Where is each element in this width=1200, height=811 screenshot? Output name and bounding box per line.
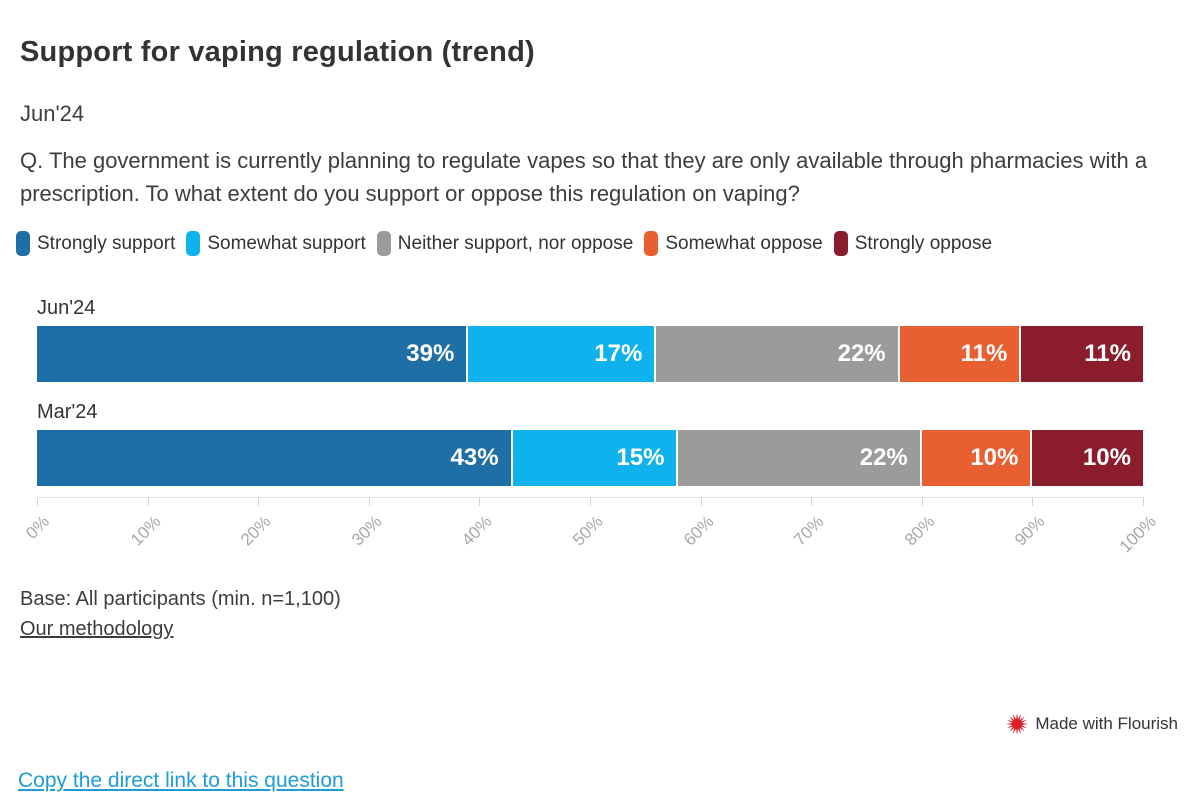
axis-tick bbox=[811, 497, 813, 506]
flourish-credit[interactable]: Made with Flourish bbox=[1006, 713, 1178, 735]
legend-swatch bbox=[833, 231, 848, 256]
legend-item[interactable]: Somewhat oppose bbox=[644, 231, 823, 256]
axis-tick-label: 90% bbox=[1011, 512, 1049, 550]
legend-swatch bbox=[644, 231, 659, 256]
bar-segment-neither-support-nor-oppose[interactable]: 22% bbox=[678, 430, 922, 486]
axis-tick-label: 0% bbox=[22, 512, 54, 543]
segment-value-label: 15% bbox=[616, 444, 665, 471]
bar-segment-strongly-oppose[interactable]: 10% bbox=[1032, 430, 1143, 486]
axis-tick-label: 70% bbox=[790, 512, 828, 550]
legend-swatch bbox=[376, 231, 391, 256]
bar-segment-strongly-support[interactable]: 43% bbox=[37, 430, 513, 486]
axis-tick bbox=[37, 497, 38, 506]
axis-tick bbox=[479, 497, 481, 506]
axis-tick-label: 100% bbox=[1115, 512, 1160, 557]
axis-tick bbox=[700, 497, 702, 506]
axis-tick-label: 20% bbox=[237, 512, 275, 550]
segment-value-label: 10% bbox=[970, 444, 1019, 471]
segment-value-label: 17% bbox=[594, 340, 643, 367]
bar-segment-strongly-support[interactable]: 39% bbox=[37, 326, 469, 382]
methodology-link[interactable]: Our methodology bbox=[20, 618, 174, 640]
question-text: Q. The government is currently planning … bbox=[20, 148, 1148, 206]
legend-item[interactable]: Strongly oppose bbox=[833, 231, 993, 256]
credit-label: Made with Flourish bbox=[1035, 714, 1178, 733]
bar-segment-somewhat-oppose[interactable]: 11% bbox=[899, 326, 1022, 382]
axis-tick-label: 80% bbox=[900, 512, 939, 550]
segment-value-label: 11% bbox=[960, 340, 1008, 367]
axis-tick bbox=[368, 497, 370, 506]
legend-item-label: Somewhat support bbox=[207, 232, 366, 254]
axis-tick bbox=[147, 497, 149, 506]
bar-row-label: Mar'24 bbox=[37, 401, 98, 423]
flourish-logo-icon bbox=[1006, 713, 1029, 735]
bar-segment-strongly-oppose[interactable]: 11% bbox=[1021, 326, 1143, 382]
legend-swatch bbox=[186, 231, 201, 256]
bar-segment-somewhat-support[interactable]: 15% bbox=[512, 430, 679, 486]
legend: Strongly support Somewhat support Neither … bbox=[16, 231, 992, 256]
axis-tick-label: 30% bbox=[347, 512, 386, 550]
axis-tick-label: 40% bbox=[458, 512, 496, 550]
legend-item[interactable]: Somewhat support bbox=[186, 231, 366, 256]
axis-tick bbox=[921, 497, 923, 506]
bar-row-label: Jun'24 bbox=[37, 297, 96, 319]
legend-item-label: Strongly support bbox=[37, 232, 176, 254]
axis-tick-label: 50% bbox=[568, 512, 607, 550]
chart-title: Support for vaping regulation (trend) bbox=[20, 36, 535, 68]
legend-item[interactable]: Neither support, nor oppose bbox=[376, 231, 634, 256]
stacked-bar-row: 39% 17% 22% 11% 11% bbox=[37, 326, 1143, 382]
segment-value-label: 39% bbox=[406, 340, 455, 367]
segment-value-label: 10% bbox=[1082, 444, 1131, 471]
legend-swatch bbox=[16, 231, 30, 256]
segment-value-label: 22% bbox=[837, 340, 886, 367]
bar-segment-somewhat-support[interactable]: 17% bbox=[468, 326, 657, 382]
base-note: Base: All participants (min. n=1,100) bbox=[20, 588, 341, 610]
axis-tick bbox=[1032, 497, 1034, 506]
axis-tick-label: 60% bbox=[679, 512, 718, 550]
axis-tick bbox=[1143, 497, 1144, 506]
axis-tick bbox=[590, 497, 591, 506]
legend-item-label: Somewhat oppose bbox=[665, 232, 823, 254]
segment-value-label: 11% bbox=[1084, 340, 1131, 367]
segment-value-label: 43% bbox=[450, 444, 499, 471]
legend-item-label: Neither support, nor oppose bbox=[397, 232, 634, 254]
stacked-bar-row: 43% 15% 22% 10% 10% bbox=[37, 430, 1143, 486]
chart-subtitle: Jun'24 bbox=[20, 101, 85, 126]
legend-item-label: Strongly oppose bbox=[854, 232, 993, 254]
bar-segment-somewhat-oppose[interactable]: 10% bbox=[921, 430, 1033, 486]
segment-value-label: 22% bbox=[859, 444, 908, 471]
bar-segment-neither-support-nor-oppose[interactable]: 22% bbox=[656, 326, 900, 382]
axis-tick bbox=[258, 497, 260, 506]
axis-tick-label: 10% bbox=[126, 512, 165, 550]
legend-item[interactable]: Strongly support bbox=[16, 231, 175, 256]
copy-link[interactable]: Copy the direct link to this question bbox=[18, 769, 344, 792]
